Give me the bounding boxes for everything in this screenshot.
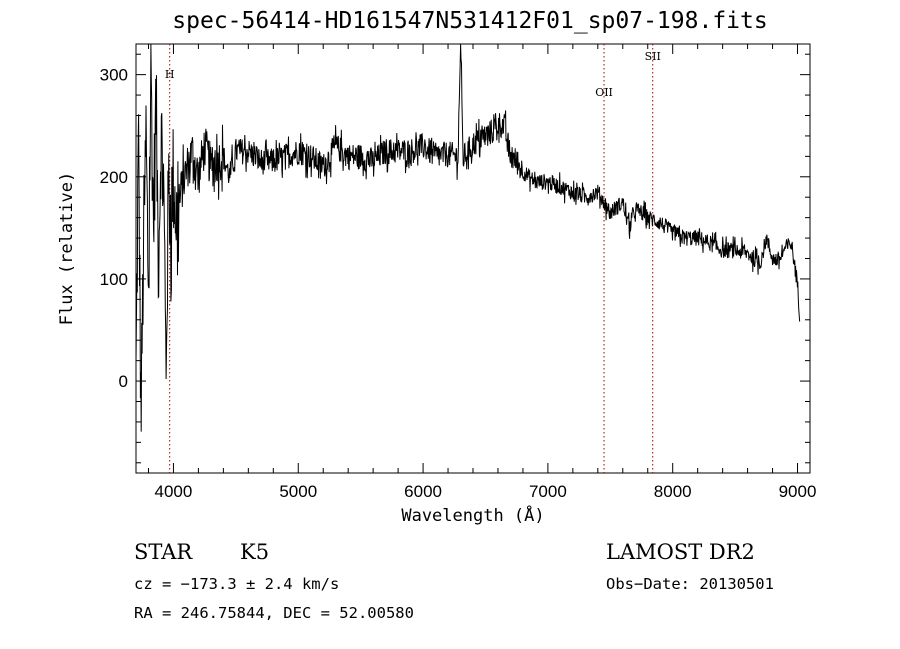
y-tick-label: 200	[100, 168, 128, 187]
coordinates: RA = 246.75844, DEC = 52.00580	[134, 604, 414, 622]
redshift-velocity: cz = −173.3 ± 2.4 km/s	[134, 575, 340, 593]
y-tick-label: 300	[100, 66, 128, 85]
line-marker-label: SII	[645, 50, 661, 63]
y-axis-label: Flux (relative)	[57, 172, 77, 326]
chart-title: spec-56414-HD161547N531412F01_sp07-198.f…	[172, 8, 768, 34]
x-tick-label: 9000	[779, 482, 817, 501]
object-type: STAR	[134, 540, 193, 564]
line-marker-label: OII	[595, 86, 613, 99]
x-tick-label: 4000	[155, 482, 193, 501]
survey-name: LAMOST DR2	[606, 540, 755, 564]
y-tick-label: 0	[119, 372, 128, 391]
x-tick-label: 5000	[279, 482, 317, 501]
spectrum-line	[136, 44, 801, 432]
x-tick-label: 8000	[654, 482, 692, 501]
x-axis-label: Wavelength (Å)	[401, 504, 544, 526]
line-marker-label: H	[165, 68, 175, 81]
observation-date: Obs−Date: 20130501	[606, 575, 774, 593]
x-tick-label: 6000	[404, 482, 442, 501]
plot-frame	[135, 43, 811, 474]
y-tick-label: 100	[100, 270, 128, 289]
object-subclass: K5	[240, 540, 270, 564]
x-tick-label: 7000	[529, 482, 567, 501]
